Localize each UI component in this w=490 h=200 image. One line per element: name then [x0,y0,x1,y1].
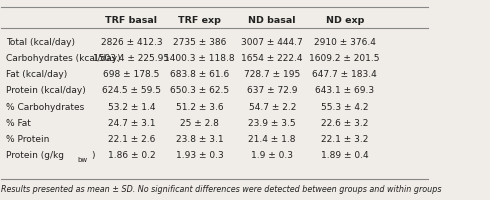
Text: 1.89 ± 0.4: 1.89 ± 0.4 [321,151,368,160]
Text: 23.8 ± 3.1: 23.8 ± 3.1 [176,134,223,143]
Text: 23.9 ± 3.5: 23.9 ± 3.5 [248,118,296,127]
Text: 650.3 ± 62.5: 650.3 ± 62.5 [170,86,229,95]
Text: 22.1 ± 2.6: 22.1 ± 2.6 [108,134,155,143]
Text: % Protein: % Protein [6,134,49,143]
Text: 698 ± 178.5: 698 ± 178.5 [103,70,160,79]
Text: 22.6 ± 3.2: 22.6 ± 3.2 [321,118,368,127]
Text: TRF basal: TRF basal [105,16,157,25]
Text: 21.4 ± 1.8: 21.4 ± 1.8 [248,134,296,143]
Text: 728.7 ± 195: 728.7 ± 195 [244,70,300,79]
Text: 24.7 ± 3.1: 24.7 ± 3.1 [108,118,155,127]
Text: Carbohydrates (kcal/day): Carbohydrates (kcal/day) [6,54,120,62]
Text: 1.9 ± 0.3: 1.9 ± 0.3 [251,151,293,160]
Text: 624.5 ± 59.5: 624.5 ± 59.5 [102,86,161,95]
Text: 1.93 ± 0.3: 1.93 ± 0.3 [176,151,223,160]
Text: ND exp: ND exp [325,16,364,25]
Text: Protein (g/kg: Protein (g/kg [6,151,64,160]
Text: 683.8 ± 61.6: 683.8 ± 61.6 [170,70,229,79]
Text: 2735 ± 386: 2735 ± 386 [173,37,226,46]
Text: bw: bw [77,156,87,162]
Text: 2826 ± 412.3: 2826 ± 412.3 [100,37,162,46]
Text: ND basal: ND basal [248,16,296,25]
Text: 2910 ± 376.4: 2910 ± 376.4 [314,37,376,46]
Text: 55.3 ± 4.2: 55.3 ± 4.2 [321,102,368,111]
Text: Total (kcal/day): Total (kcal/day) [6,37,74,46]
Text: Protein (kcal/day): Protein (kcal/day) [6,86,85,95]
Text: 22.1 ± 3.2: 22.1 ± 3.2 [321,134,368,143]
Text: % Carbohydrates: % Carbohydrates [6,102,84,111]
Text: 3007 ± 444.7: 3007 ± 444.7 [241,37,303,46]
Text: 53.2 ± 1.4: 53.2 ± 1.4 [108,102,155,111]
Text: Results presented as mean ± SD. No significant differences were detected between: Results presented as mean ± SD. No signi… [1,184,442,193]
Text: TRF exp: TRF exp [178,16,221,25]
Text: Fat (kcal/day): Fat (kcal/day) [6,70,67,79]
Text: 637 ± 72.9: 637 ± 72.9 [247,86,297,95]
Text: 1654 ± 222.4: 1654 ± 222.4 [242,54,303,62]
Text: 647.7 ± 183.4: 647.7 ± 183.4 [312,70,377,79]
Text: % Fat: % Fat [6,118,30,127]
Text: 25 ± 2.8: 25 ± 2.8 [180,118,219,127]
Text: 643.1 ± 69.3: 643.1 ± 69.3 [315,86,374,95]
Text: 1503.4 ± 225.95: 1503.4 ± 225.95 [94,54,170,62]
Text: 1.86 ± 0.2: 1.86 ± 0.2 [108,151,155,160]
Text: 1400.3 ± 118.8: 1400.3 ± 118.8 [164,54,235,62]
Text: ): ) [91,151,95,160]
Text: 1609.2 ± 201.5: 1609.2 ± 201.5 [310,54,380,62]
Text: 54.7 ± 2.2: 54.7 ± 2.2 [248,102,296,111]
Text: 51.2 ± 3.6: 51.2 ± 3.6 [176,102,223,111]
